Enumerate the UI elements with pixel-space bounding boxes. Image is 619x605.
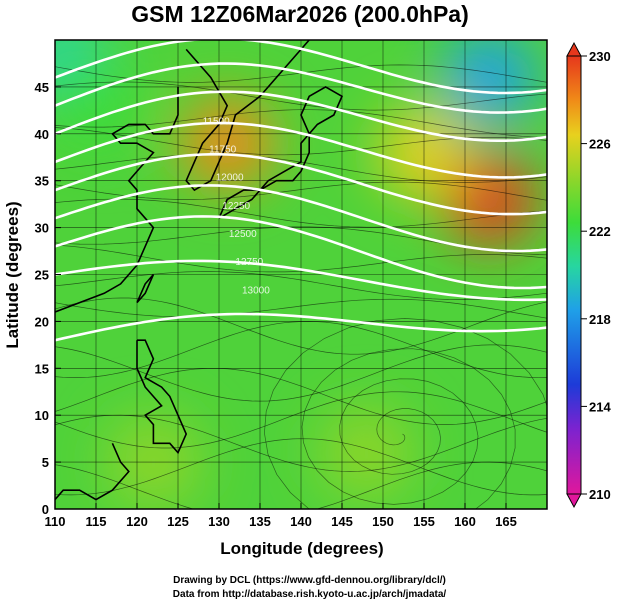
contour-label: 11750 bbox=[209, 145, 237, 156]
coastline-0 bbox=[185, 40, 310, 192]
x-tick-label: 155 bbox=[413, 514, 435, 529]
colorbar-tick-label: 214 bbox=[589, 399, 611, 414]
contour-line-6 bbox=[55, 215, 547, 290]
vortex-streamline bbox=[264, 318, 547, 509]
contour-label: 12500 bbox=[229, 229, 257, 240]
contour-line-2 bbox=[55, 90, 547, 142]
plot-area: 11500 11750 12000 12250 12500 12750 13000 bbox=[55, 40, 547, 509]
x-tick-label: 135 bbox=[249, 514, 271, 529]
chart-title: GSM 12Z06Mar2026 (200.0hPa) bbox=[131, 1, 469, 27]
contour-labels: 11500 11750 12000 12250 12500 12750 13000 bbox=[203, 116, 271, 296]
y-tick-label: 25 bbox=[35, 268, 49, 283]
colorbar-tick-label: 222 bbox=[589, 224, 611, 239]
x-axis-ticks: 110 115 120 125 130 135 140 145 150 155 160 165 bbox=[45, 503, 517, 529]
x-tick-label: 140 bbox=[290, 514, 312, 529]
x-tick-label: 125 bbox=[167, 514, 189, 529]
x-tick-label: 110 bbox=[45, 514, 66, 529]
colorbar-ticks: 230 226 222 218 214 210 bbox=[581, 49, 611, 502]
contour-line-4 bbox=[55, 153, 547, 216]
temperature-hotspot-7 bbox=[320, 406, 413, 499]
x-tick-label: 115 bbox=[86, 514, 107, 529]
y-tick-label: 5 bbox=[42, 455, 49, 470]
contour-line-0 bbox=[55, 40, 547, 95]
y-tick-label: 20 bbox=[35, 314, 49, 329]
contour-label: 12250 bbox=[222, 201, 250, 212]
coastline-2 bbox=[55, 86, 179, 313]
y-tick-label: 40 bbox=[35, 127, 49, 142]
height-contours bbox=[55, 40, 547, 342]
colorbar-top-arrow bbox=[566, 41, 582, 57]
y-axis-label: Latitude (degrees) bbox=[3, 201, 22, 348]
colorbar: 230 226 222 218 214 210 bbox=[566, 41, 611, 509]
x-tick-label: 165 bbox=[495, 514, 517, 529]
credit-data: Data from http://database.rish.kyoto-u.a… bbox=[172, 589, 447, 600]
coastlines bbox=[55, 40, 344, 501]
contour-label: 12000 bbox=[216, 173, 244, 184]
contour-label: 13000 bbox=[242, 285, 270, 296]
x-tick-label: 145 bbox=[331, 514, 353, 529]
colorbar-tick-label: 226 bbox=[589, 137, 611, 152]
coastline-4 bbox=[136, 339, 188, 455]
y-axis-ticks: 0 5 10 15 20 25 30 35 40 45 bbox=[35, 80, 61, 517]
y-tick-label: 35 bbox=[35, 174, 49, 189]
y-tick-label: 10 bbox=[35, 408, 49, 423]
x-axis-label: Longitude (degrees) bbox=[220, 539, 383, 558]
colorbar-bottom-arrow bbox=[566, 493, 582, 509]
coastline-1 bbox=[218, 85, 344, 219]
colorbar-tick-label: 230 bbox=[589, 49, 611, 64]
colorbar-tick-label: 218 bbox=[589, 312, 611, 327]
contour-line-7 bbox=[55, 259, 547, 302]
y-tick-label: 0 bbox=[42, 502, 49, 517]
contour-label: 12750 bbox=[235, 257, 263, 268]
x-tick-label: 150 bbox=[372, 514, 394, 529]
y-tick-label: 30 bbox=[35, 221, 49, 236]
coastline-3 bbox=[136, 273, 155, 304]
contour-line-3 bbox=[55, 121, 547, 179]
coastline-5 bbox=[55, 442, 130, 501]
colorbar-tick-label: 210 bbox=[589, 487, 611, 502]
contour-label: 11500 bbox=[203, 116, 231, 127]
x-tick-label: 130 bbox=[208, 514, 230, 529]
contour-line-5 bbox=[55, 184, 547, 253]
x-tick-label: 120 bbox=[126, 514, 148, 529]
contour-line-8 bbox=[55, 312, 547, 342]
x-tick-label: 160 bbox=[454, 514, 476, 529]
contour-line-1 bbox=[55, 62, 547, 114]
y-tick-label: 45 bbox=[35, 80, 49, 95]
credit-drawing: Drawing by DCL (https://www.gfd-dennou.o… bbox=[173, 575, 446, 586]
colorbar-scale bbox=[566, 55, 582, 495]
grid bbox=[55, 40, 547, 509]
temperature-hotspot-3 bbox=[443, 40, 536, 124]
y-tick-label: 15 bbox=[35, 361, 49, 376]
